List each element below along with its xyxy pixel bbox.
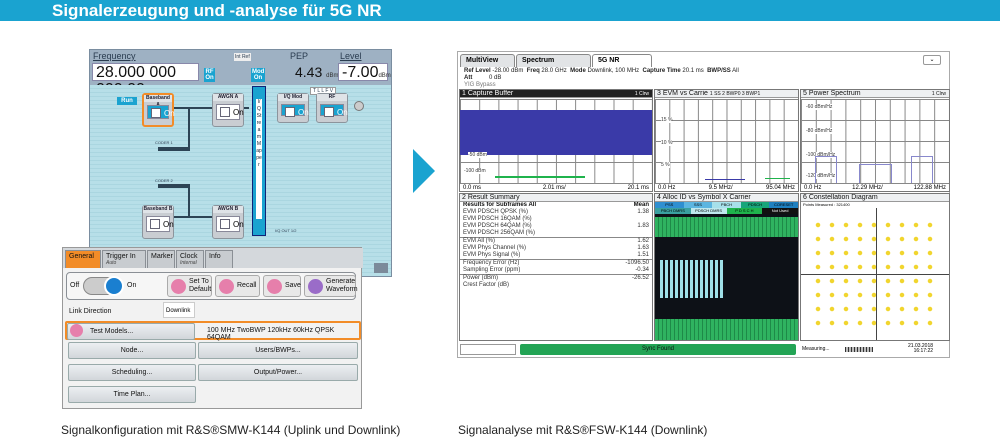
- smw-header: Frequency 28.000 000 000 00GHz RF On Int…: [90, 50, 391, 98]
- awgn-b-block[interactable]: AWGN B On: [212, 205, 244, 239]
- tab-5g-nr[interactable]: 5G NR: [592, 54, 652, 67]
- pep-value: 4.43 dBm: [295, 64, 339, 80]
- rf-connector-icon: [354, 101, 364, 111]
- iq-mod-checkbox[interactable]: [285, 107, 295, 117]
- save-button[interactable]: Save: [263, 275, 301, 297]
- evm-vs-carrier-window[interactable]: 3 EVM vs Carrie 1 SS 2 BWP0 3 BWP1 15 % …: [654, 89, 799, 192]
- output-power-button[interactable]: Output/Power...: [198, 364, 358, 381]
- capture-buffer-window[interactable]: 1 Capture Buffer 1 Clrw -50 dBm -100 dBm …: [459, 89, 653, 192]
- baseband-b-block[interactable]: Baseband B On: [142, 205, 174, 239]
- frequency-field[interactable]: 28.000 000 000 00GHz: [92, 63, 199, 98]
- constellation-points: [811, 218, 939, 334]
- set-to-default-button[interactable]: Set To Default: [167, 275, 212, 297]
- recall-icon: [219, 278, 234, 294]
- time-plan-button[interactable]: Time Plan...: [68, 386, 196, 403]
- banner: Signalerzeugung und -analyse für 5G NR: [0, 0, 1000, 21]
- measuring-label: Measuring...: [802, 346, 830, 352]
- rf-block[interactable]: RF On: [316, 93, 348, 123]
- level-field[interactable]: -7.00dBm: [338, 63, 391, 81]
- constellation-window[interactable]: 6 Constellation Diagram Points Measured …: [800, 193, 950, 341]
- grid-icon[interactable]: [374, 263, 388, 273]
- coder2-label: CODER 2: [155, 178, 173, 183]
- arrow-left-icon: [171, 278, 186, 294]
- tab-multiview[interactable]: MultiView: [460, 54, 515, 67]
- result-summary-window[interactable]: 2 Result Summary Results for Subframes A…: [459, 193, 653, 341]
- iq-out-label: I/Q OUT 1/2: [275, 228, 297, 233]
- panel-tabs: General Trigger In Auto Marker Clock Inter…: [63, 248, 363, 268]
- int-ref-button[interactable]: Int Ref: [234, 53, 251, 61]
- test-models-value: 100 MHz TwoBWP 120kHz 60kHz QPSK 64QAM: [207, 327, 335, 341]
- result-summary-header: Results for Subframes All Mean: [463, 202, 649, 208]
- toggle-off-label: Off: [70, 282, 80, 289]
- toggle-on-label: On: [127, 282, 137, 289]
- power-spectrum-window[interactable]: 5 Power Spectrum 1 Clrw -60 dBm/Hz -80 dB…: [800, 89, 950, 192]
- baseband-b-checkbox[interactable]: [150, 219, 160, 229]
- action-bar: Off On Set To Default Recall Save Genera…: [66, 272, 358, 300]
- awgn-a-block[interactable]: AWGN A On: [212, 93, 244, 127]
- alloc-id-window[interactable]: 4 Alloc ID vs Symbol X Carrier PSS SSS PBC…: [654, 193, 799, 341]
- rf-checkbox[interactable]: [324, 107, 334, 117]
- run-button[interactable]: Run: [117, 97, 137, 105]
- status-blank: [460, 344, 516, 355]
- awgn-b-checkbox[interactable]: [220, 219, 230, 229]
- users-bwps-button[interactable]: Users/BWPs...: [198, 342, 358, 359]
- waveform-icon: [308, 278, 323, 294]
- datetime: 21.03.2018 16:17:22: [908, 343, 934, 354]
- tab-clock[interactable]: Clock Internal: [176, 250, 204, 268]
- status-bar: Sync Found Measuring... 21.03.2018 16:17:…: [460, 344, 949, 356]
- node-button[interactable]: Node...: [68, 342, 196, 359]
- baseband-settings-panel: General Trigger In Auto Marker Clock Inter…: [62, 247, 363, 409]
- measurement-info: Ref Level -28.00 dBm Freq 28.0 GHz Mode …: [464, 68, 739, 88]
- tab-general[interactable]: General: [65, 250, 101, 268]
- baseband-a-checkbox[interactable]: [151, 108, 161, 118]
- generate-waveform-button[interactable]: Generate Waveform: [304, 275, 358, 297]
- link-direction-select[interactable]: Downlink: [163, 302, 195, 318]
- dropdown-button[interactable]: ⌄: [923, 55, 941, 65]
- tab-spectrum[interactable]: Spectrum: [516, 54, 591, 67]
- pep-label: PEP: [290, 51, 309, 61]
- coder1-label: CODER 1: [155, 140, 173, 145]
- on-off-toggle[interactable]: [83, 276, 124, 296]
- mod-on-button[interactable]: Mod On: [251, 68, 265, 82]
- rf-on-button[interactable]: RF On: [204, 68, 215, 82]
- banner-title: Signalerzeugung und -analyse für 5G NR: [52, 1, 382, 20]
- iq-stream-mapper[interactable]: I/Q Stream Mapper: [252, 86, 266, 236]
- scheduling-button[interactable]: Scheduling...: [68, 364, 196, 381]
- baseband-a-block[interactable]: Baseband A On: [142, 93, 175, 127]
- test-models-row: Test Models... 100 MHz TwoBWP 120kHz 60k…: [65, 321, 361, 341]
- block-diagram: T L L F V Run Baseband A On CODER 1 AWGN…: [90, 85, 391, 276]
- caption-left: Signalkonfiguration mit R&S®SMW-K144 (Up…: [61, 423, 401, 437]
- test-models-icon: [70, 324, 83, 337]
- tab-info[interactable]: Info: [205, 250, 233, 268]
- capture-trace: [460, 110, 652, 155]
- sync-status: Sync Found: [520, 344, 796, 355]
- arrow-right-icon: [413, 149, 435, 193]
- caption-right: Signalanalyse mit R&S®FSW-K144 (Downlink…: [458, 423, 708, 437]
- link-direction-label: Link Direction: [69, 308, 112, 315]
- tab-marker[interactable]: Marker: [147, 250, 175, 268]
- level-label[interactable]: Level: [340, 51, 362, 61]
- recall-button[interactable]: Recall: [215, 275, 260, 297]
- save-icon: [267, 278, 282, 294]
- tab-trigger-in[interactable]: Trigger In Auto: [102, 250, 146, 268]
- smw-screen: Frequency 28.000 000 000 00GHz RF On Int…: [89, 49, 392, 277]
- progress-bar: [845, 347, 873, 352]
- test-models-button[interactable]: Test Models...: [67, 323, 195, 340]
- iq-mod-block[interactable]: I/Q Mod On: [277, 93, 309, 123]
- awgn-a-checkbox[interactable]: [220, 107, 230, 117]
- fsw-screen: MultiView Spectrum 5G NR ⌄ Ref Level -28…: [457, 51, 950, 358]
- frequency-label[interactable]: Frequency: [93, 51, 136, 61]
